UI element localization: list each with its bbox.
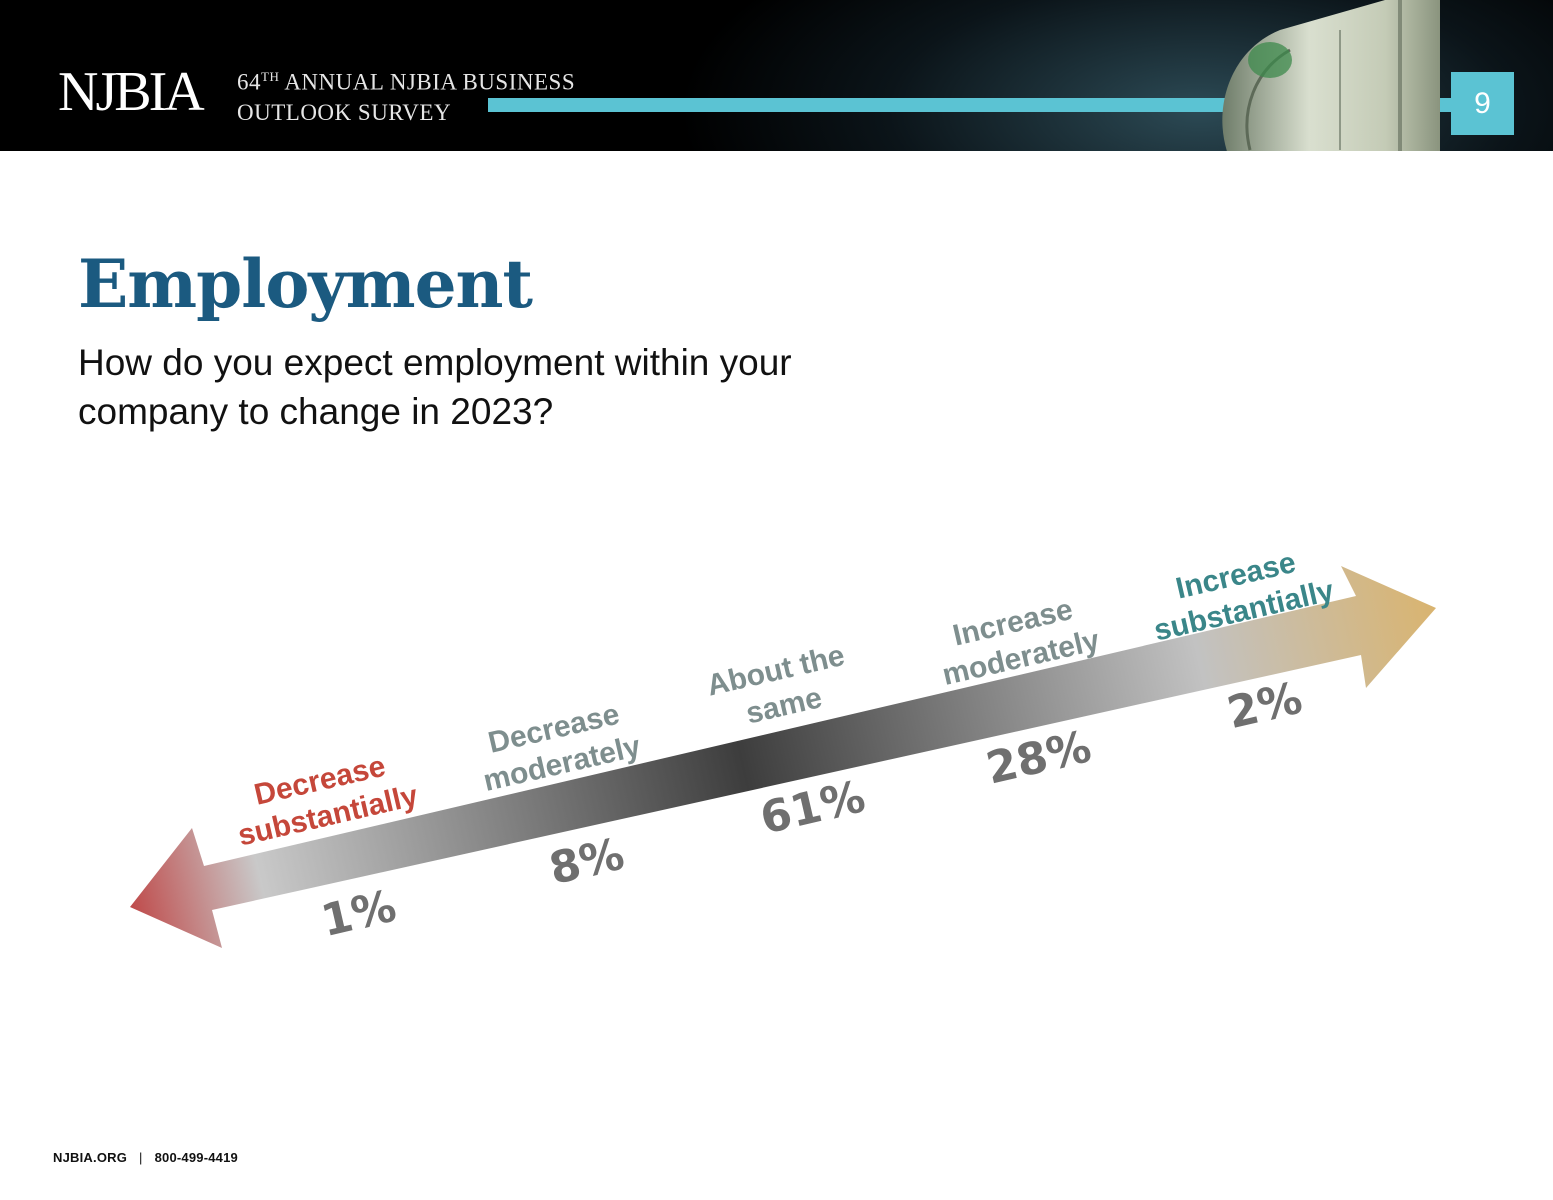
- survey-title-rest: ANNUAL NJBIA BUSINESS: [279, 69, 576, 95]
- footer-phone: 800-499-4419: [154, 1150, 238, 1165]
- footer-site: NJBIA.ORG: [53, 1150, 128, 1165]
- footer-separator: |: [139, 1150, 143, 1165]
- employment-chart: DecreasesubstantiallyDecreasemoderatelyA…: [130, 546, 1436, 948]
- scale-arrow: [130, 566, 1436, 948]
- survey-title: 64TH ANNUAL NJBIA BUSINESS OUTLOOK SURVE…: [237, 62, 575, 128]
- survey-edition-suffix: TH: [261, 69, 280, 84]
- footer: NJBIA.ORG | 800-499-4419: [53, 1150, 238, 1165]
- value-label: 1%: [317, 881, 401, 947]
- page-number-badge: 9: [1451, 72, 1514, 135]
- money-roll-image: [1222, 0, 1440, 151]
- survey-title-line-1: 64TH ANNUAL NJBIA BUSINESS: [237, 62, 575, 98]
- value-label: 8%: [545, 829, 629, 895]
- header-banner: NJBIA 64TH ANNUAL NJBIA BUSINESS OUTLOOK…: [0, 0, 1553, 151]
- survey-title-line-2: OUTLOOK SURVEY: [237, 99, 452, 125]
- njbia-logo: NJBIA: [58, 61, 205, 123]
- page-title: Employment: [78, 245, 533, 323]
- survey-question: How do you expect employment within your…: [78, 342, 792, 432]
- survey-edition-number: 64: [237, 69, 261, 95]
